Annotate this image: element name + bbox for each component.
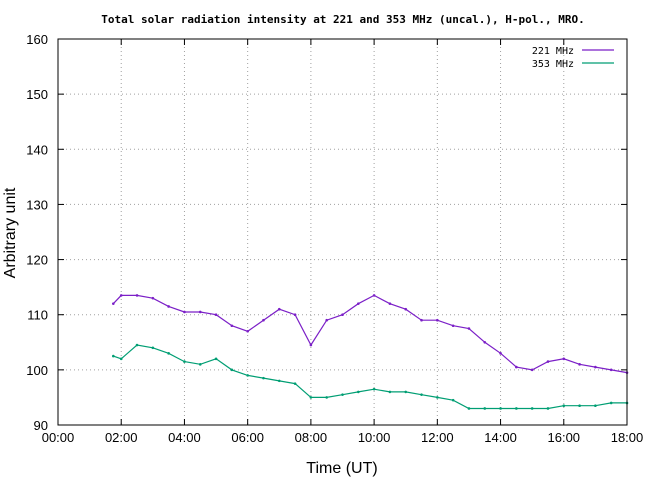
data-point bbox=[341, 313, 344, 317]
data-point bbox=[483, 407, 487, 410]
data-point bbox=[198, 310, 202, 314]
x-tick-label: 04:00 bbox=[168, 430, 201, 445]
data-point bbox=[420, 318, 423, 322]
y-axis-label: Arbitrary unit bbox=[2, 187, 19, 278]
data-point bbox=[499, 352, 502, 355]
data-point bbox=[167, 352, 170, 355]
data-point bbox=[594, 404, 597, 408]
data-point bbox=[499, 407, 502, 410]
y-tick-label: 100 bbox=[26, 363, 48, 378]
data-point bbox=[246, 329, 249, 333]
data-point bbox=[119, 357, 123, 361]
data-point bbox=[467, 327, 471, 330]
y-tick-label: 150 bbox=[26, 87, 48, 102]
data-point bbox=[151, 346, 155, 350]
data-point bbox=[277, 379, 281, 383]
data-point bbox=[230, 324, 234, 328]
data-point bbox=[578, 363, 581, 366]
y-tick-label: 90 bbox=[34, 418, 48, 433]
data-point bbox=[515, 365, 518, 369]
data-point bbox=[167, 305, 170, 308]
chart-title: Total solar radiation intensity at 221 a… bbox=[101, 13, 584, 26]
data-point bbox=[135, 294, 139, 297]
x-tick-label: 10:00 bbox=[358, 430, 391, 445]
data-point bbox=[436, 318, 439, 322]
legend-label: 353 MHz bbox=[532, 59, 574, 70]
data-point bbox=[214, 313, 218, 317]
data-point bbox=[262, 318, 265, 322]
axes: 00:00 02:00 04:00 06:00 08:00 10:00 12:00 14:00… bbox=[26, 32, 643, 445]
x-tick-label: 02:00 bbox=[105, 430, 138, 445]
data-point bbox=[515, 407, 518, 410]
series-line bbox=[112, 294, 628, 374]
data-point bbox=[562, 404, 566, 408]
data-point bbox=[230, 368, 234, 372]
data-point bbox=[467, 407, 471, 410]
data-point bbox=[609, 368, 613, 372]
data-point bbox=[404, 307, 408, 311]
data-point bbox=[198, 363, 202, 366]
y-tick-label: 160 bbox=[26, 32, 48, 47]
data-point bbox=[372, 387, 376, 391]
data-point bbox=[183, 310, 186, 314]
legend-label: 221 MHz bbox=[532, 46, 574, 57]
data-point bbox=[112, 302, 115, 305]
data-point bbox=[483, 340, 487, 344]
series-line bbox=[113, 344, 627, 410]
y-tick-label: 110 bbox=[27, 308, 48, 323]
data-point bbox=[530, 368, 534, 372]
x-tick-label: 16:00 bbox=[548, 430, 581, 445]
data-point bbox=[293, 313, 297, 317]
x-tick-label: 18:00 bbox=[611, 430, 644, 445]
data-point bbox=[277, 307, 281, 311]
x-tick-label: 12:00 bbox=[421, 430, 454, 445]
x-tick-label: 14:00 bbox=[484, 430, 517, 445]
data-point bbox=[578, 404, 581, 408]
data-point bbox=[404, 390, 408, 394]
data-point bbox=[309, 396, 313, 399]
data-point bbox=[341, 393, 344, 396]
grid bbox=[58, 39, 627, 425]
data-point bbox=[562, 357, 566, 361]
data-point bbox=[214, 357, 218, 361]
data-point bbox=[388, 390, 392, 394]
data-point bbox=[183, 360, 186, 363]
data-point bbox=[609, 401, 613, 405]
data-point bbox=[309, 343, 313, 347]
data-point bbox=[357, 302, 360, 305]
x-tick-label: 06:00 bbox=[231, 430, 264, 445]
data-point bbox=[325, 318, 328, 322]
x-tick-label: 08:00 bbox=[295, 430, 328, 445]
data-point bbox=[246, 374, 249, 377]
x-tick-label: 00:00 bbox=[42, 430, 75, 445]
data-point bbox=[436, 396, 439, 399]
y-tick-label: 130 bbox=[26, 197, 48, 212]
data-point bbox=[420, 393, 423, 396]
data-point bbox=[112, 354, 115, 358]
plot-lines bbox=[112, 294, 629, 410]
data-point bbox=[262, 376, 265, 380]
data-point bbox=[151, 296, 155, 300]
data-point bbox=[451, 398, 455, 402]
data-point bbox=[451, 324, 455, 328]
data-point bbox=[119, 294, 123, 297]
data-point bbox=[293, 382, 297, 385]
y-tick-label: 120 bbox=[26, 253, 48, 268]
x-axis-label: Time (UT) bbox=[306, 460, 377, 477]
data-point bbox=[135, 343, 139, 347]
legend: 221 MHz 353 MHz bbox=[532, 46, 614, 70]
data-point bbox=[372, 294, 376, 297]
data-point bbox=[325, 396, 328, 399]
data-point bbox=[594, 365, 597, 369]
data-point bbox=[388, 302, 392, 305]
y-tick-label: 140 bbox=[26, 142, 48, 157]
data-point bbox=[546, 407, 550, 410]
data-point bbox=[357, 390, 360, 394]
plot-frame bbox=[57, 38, 628, 426]
data-point bbox=[530, 407, 534, 410]
data-point bbox=[546, 360, 550, 363]
